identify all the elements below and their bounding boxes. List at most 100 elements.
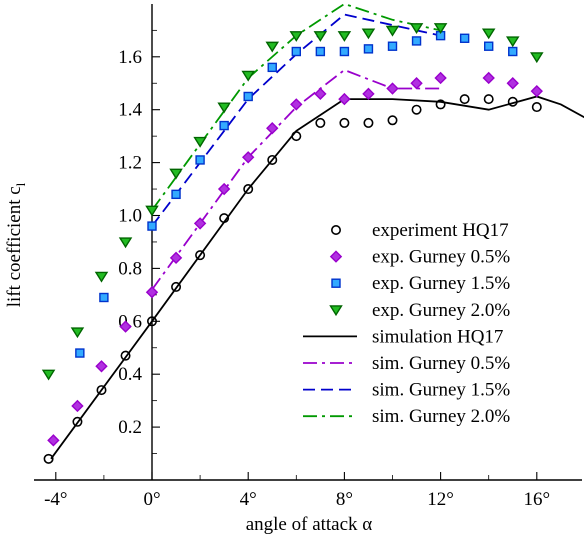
data-point bbox=[267, 62, 277, 73]
legend-marker bbox=[331, 278, 341, 288]
data-point bbox=[71, 399, 84, 413]
x-tick-label: -4° bbox=[44, 489, 67, 510]
legend-label: simulation HQ17 bbox=[372, 326, 503, 347]
series-exp-gurney-1-5- bbox=[75, 30, 518, 358]
axes: 0.2 0.4 0.6 0.8 1.0 1.2 1.4 1.6 -4° 0° 4° 8° 12° 16° bbox=[34, 4, 582, 510]
data-point bbox=[70, 327, 85, 339]
data-point bbox=[118, 237, 133, 249]
data-point bbox=[433, 23, 448, 34]
data-point bbox=[75, 348, 85, 358]
data-point bbox=[339, 117, 350, 128]
x-tick-label: 12° bbox=[427, 489, 454, 510]
data-point bbox=[530, 52, 544, 64]
data-point bbox=[169, 251, 183, 265]
legend-entry: exp. Gurney 1.5% bbox=[331, 273, 510, 294]
data-point bbox=[241, 70, 255, 82]
data-point bbox=[362, 87, 375, 101]
y-axis-label-main: lift coefficient c bbox=[4, 186, 25, 307]
legend-entry: sim. Gurney 1.5% bbox=[303, 380, 510, 401]
legend-label: experiment HQ17 bbox=[372, 220, 509, 241]
data-point bbox=[434, 71, 447, 85]
data-point bbox=[171, 189, 181, 200]
y-tick-label: 0.2 bbox=[118, 417, 142, 438]
data-point bbox=[505, 36, 520, 48]
data-point bbox=[531, 102, 542, 113]
data-point bbox=[459, 33, 470, 43]
data-point bbox=[145, 286, 159, 299]
data-point bbox=[506, 77, 519, 90]
data-point bbox=[387, 115, 398, 126]
data-point bbox=[386, 82, 399, 95]
x-tick-label: 8° bbox=[336, 489, 353, 510]
data-point bbox=[94, 271, 109, 283]
data-point bbox=[411, 36, 422, 46]
data-point bbox=[219, 213, 230, 224]
data-point bbox=[243, 184, 254, 195]
data-point bbox=[242, 151, 255, 164]
data-point bbox=[409, 23, 424, 34]
data-point bbox=[120, 350, 131, 361]
x-tick-label: 16° bbox=[523, 489, 550, 510]
data-point bbox=[410, 77, 423, 90]
data-point bbox=[43, 453, 54, 464]
data-point bbox=[411, 104, 422, 115]
data-point bbox=[361, 28, 376, 40]
data-point bbox=[338, 92, 351, 106]
legend-entry: sim. Gurney 0.5% bbox=[303, 353, 510, 374]
data-point bbox=[147, 221, 157, 231]
legend-marker bbox=[329, 250, 343, 263]
data-point bbox=[99, 292, 109, 303]
series-experiment-hq17 bbox=[43, 94, 542, 464]
data-point bbox=[147, 316, 158, 327]
x-tick-label: 4° bbox=[240, 489, 257, 510]
legend-label: exp. Gurney 0.5% bbox=[372, 247, 510, 268]
data-point bbox=[243, 91, 253, 102]
data-point bbox=[482, 71, 495, 85]
data-point bbox=[96, 385, 107, 396]
data-point bbox=[290, 98, 303, 111]
data-point bbox=[95, 360, 108, 373]
legend: experiment HQ17 exp. Gurney 0.5% exp. Gurn… bbox=[303, 220, 510, 427]
legend-entry: simulation HQ17 bbox=[303, 326, 503, 347]
y-tick-label: 1.6 bbox=[118, 47, 142, 68]
legend-label: sim. Gurney 1.5% bbox=[372, 380, 510, 401]
data-point bbox=[484, 41, 494, 51]
legend-entry: exp. Gurney 0.5% bbox=[329, 247, 510, 268]
legend-label: exp. Gurney 1.5% bbox=[372, 273, 510, 294]
experiment-markers bbox=[41, 23, 544, 464]
y-axis-label: lift coefficient cl bbox=[4, 182, 28, 307]
data-point bbox=[171, 281, 182, 292]
data-point bbox=[219, 120, 229, 131]
y-tick-label: 0.4 bbox=[118, 364, 142, 385]
data-point bbox=[337, 31, 352, 42]
data-point bbox=[119, 320, 132, 333]
legend-label: sim. Gurney 0.5% bbox=[372, 353, 510, 374]
series-exp-gurney-0-5- bbox=[47, 71, 543, 447]
y-tick-label: 1.4 bbox=[118, 100, 142, 121]
legend-marker bbox=[330, 225, 341, 236]
series-line-sim-gurney-2-0- bbox=[151, 2, 441, 211]
data-point bbox=[47, 434, 60, 447]
legend-marker bbox=[329, 305, 343, 317]
data-point bbox=[267, 154, 278, 165]
data-point bbox=[169, 168, 183, 180]
y-tick-label: 1.2 bbox=[118, 153, 142, 174]
data-point bbox=[265, 41, 280, 53]
legend-label: sim. Gurney 2.0% bbox=[372, 406, 510, 427]
data-point bbox=[193, 217, 207, 230]
data-point bbox=[193, 136, 207, 148]
legend-label: exp. Gurney 2.0% bbox=[372, 300, 510, 321]
y-tick-label: 0.6 bbox=[118, 311, 142, 332]
y-tick-label: 1.0 bbox=[118, 206, 142, 227]
data-point bbox=[530, 84, 543, 98]
data-point bbox=[314, 87, 327, 101]
data-point bbox=[315, 46, 326, 57]
y-tick-label: 0.8 bbox=[118, 258, 142, 279]
data-point bbox=[145, 205, 159, 217]
legend-entry: experiment HQ17 bbox=[330, 220, 509, 241]
data-point bbox=[289, 31, 304, 42]
data-point bbox=[41, 369, 56, 381]
data-point bbox=[385, 25, 400, 37]
